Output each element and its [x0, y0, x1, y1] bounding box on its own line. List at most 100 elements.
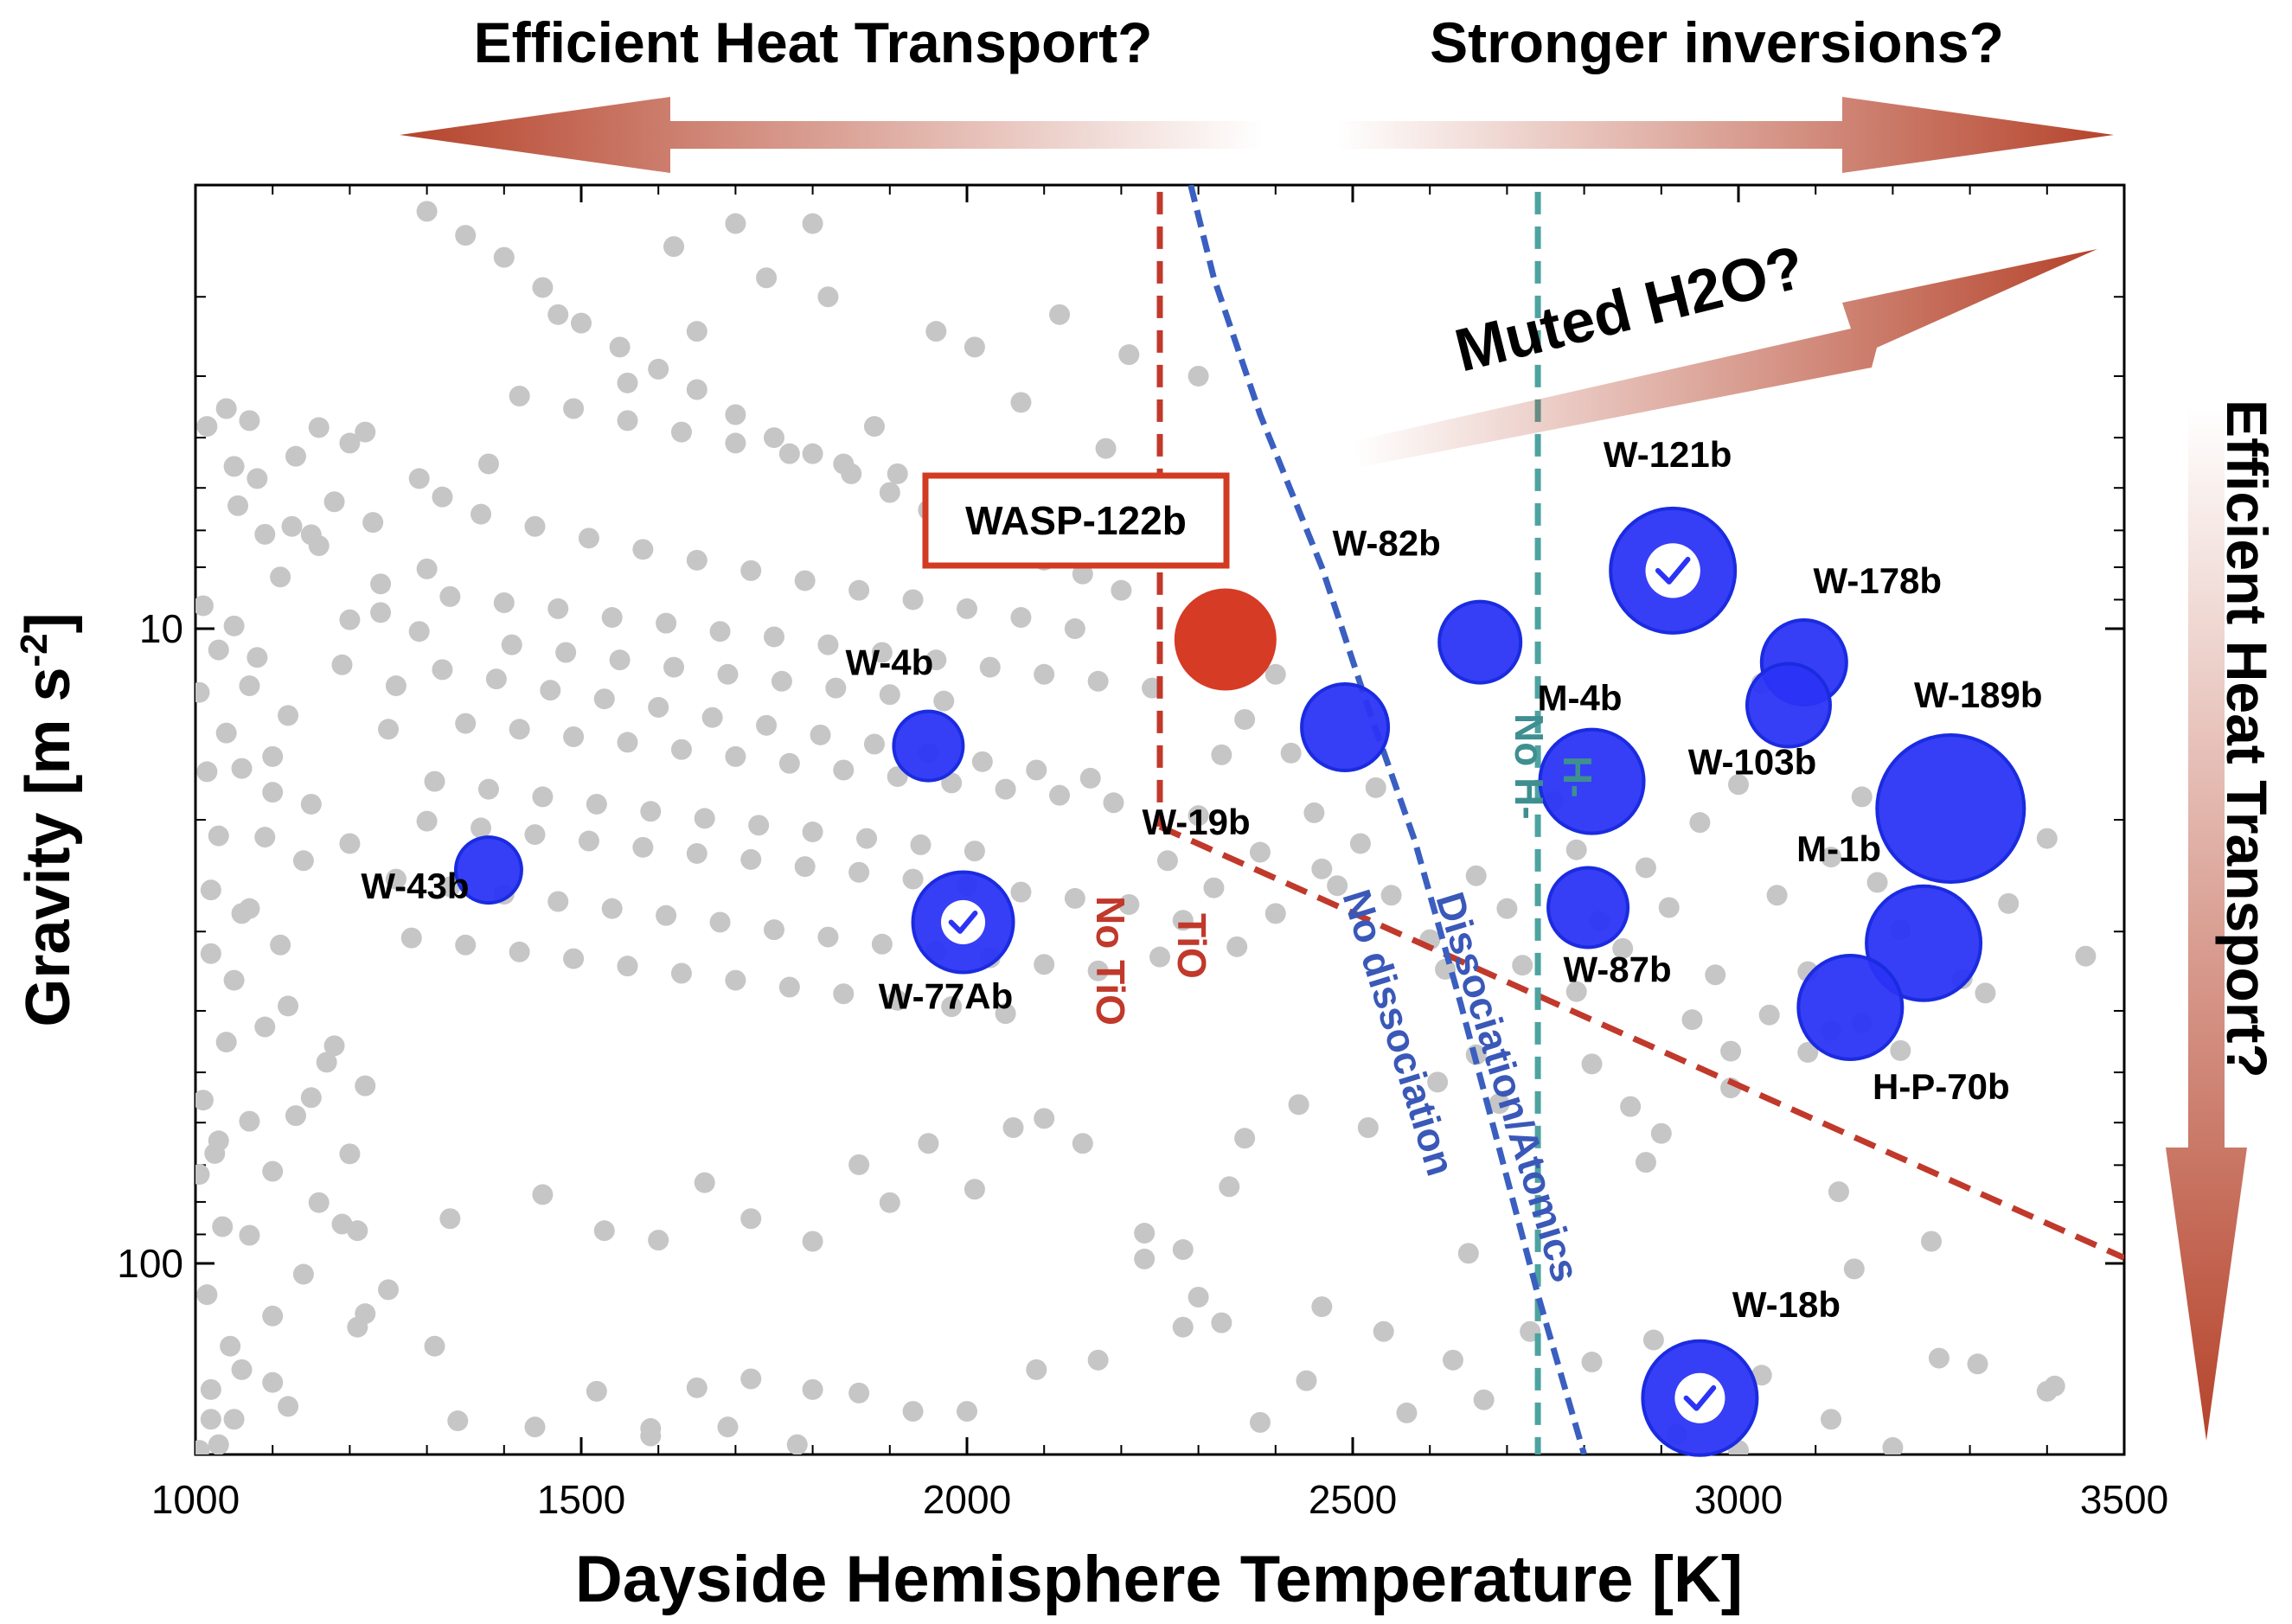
background-planet-point	[1642, 1329, 1664, 1351]
background-planet-point	[1380, 885, 1402, 906]
background-planet-point	[477, 453, 499, 475]
background-planet-point	[378, 1279, 399, 1301]
background-planet-point	[925, 321, 947, 342]
background-planet-point	[540, 680, 561, 701]
background-planet-point	[1890, 1039, 1911, 1061]
background-planet-point	[239, 1224, 260, 1246]
background-planet-point	[995, 1003, 1016, 1025]
background-planet-point	[215, 722, 237, 744]
background-planet-point	[239, 410, 260, 432]
background-planet-point	[1650, 1122, 1672, 1144]
background-planet-point	[1828, 1181, 1849, 1203]
background-planet-point	[262, 1371, 284, 1393]
background-planet-point	[477, 778, 499, 800]
background-planet-point	[964, 1179, 985, 1200]
background-planet-point	[223, 969, 245, 991]
background-planet-point	[1681, 1009, 1703, 1031]
background-planet-point	[524, 1416, 546, 1438]
background-planet-point	[863, 733, 885, 755]
background-planet-point	[1149, 946, 1170, 968]
background-planet-point	[1280, 742, 1302, 764]
background-planet-point	[1565, 981, 1587, 1002]
background-planet-point	[196, 1284, 218, 1306]
background-planet-point	[902, 589, 924, 611]
background-planet-point	[501, 634, 522, 655]
background-planet-point	[879, 482, 900, 503]
background-planet-point	[964, 841, 985, 862]
background-planet-point	[918, 1133, 939, 1154]
background-planet-point	[1565, 839, 1587, 860]
background-planet-point	[2075, 945, 2097, 967]
background-planet-point	[848, 1154, 870, 1175]
top-arrow-right	[1336, 97, 2114, 173]
background-planet-point	[609, 336, 631, 358]
background-planet-point	[292, 850, 314, 872]
x-tick-label: 3500	[2080, 1477, 2168, 1522]
background-planet-point	[1327, 875, 1348, 897]
background-planet-point	[281, 515, 303, 537]
background-planet-point	[196, 416, 218, 438]
background-planet-point	[1111, 579, 1132, 601]
planet-label: M-1b	[1796, 828, 1881, 869]
background-planet-point	[656, 905, 677, 926]
background-planet-point	[439, 1208, 461, 1230]
y-axis-label-sup: -2	[13, 633, 55, 667]
background-planet-point	[717, 1416, 739, 1438]
background-planet-point	[1396, 1402, 1418, 1423]
background-planet-point	[308, 1192, 330, 1213]
background-planet-point	[262, 745, 284, 767]
planet-marker	[1745, 662, 1832, 749]
background-planet-point	[200, 1378, 221, 1400]
background-planet-point	[1758, 1004, 1780, 1026]
background-planet-point	[802, 1231, 823, 1252]
check-icon	[948, 911, 978, 934]
background-planet-point	[1612, 937, 1634, 959]
background-planet-point	[640, 1425, 662, 1447]
background-planet-point	[957, 598, 977, 619]
background-planet-point	[756, 267, 778, 289]
planet-marker	[1865, 884, 1983, 1002]
background-planet-point	[254, 523, 276, 545]
background-planet-point	[617, 956, 638, 977]
background-planet-point	[1064, 618, 1085, 640]
background-planet-point	[640, 801, 662, 822]
background-planet-point	[740, 1208, 762, 1230]
y-axis-label: Gravity [m s-2]	[13, 612, 83, 1026]
background-planet-point	[1689, 812, 1711, 834]
planet-label: W-77Ab	[879, 975, 1014, 1016]
background-planet-point	[825, 677, 847, 699]
checkmark-badge	[941, 899, 986, 944]
background-planet-point	[547, 891, 569, 912]
background-planet-point	[802, 213, 823, 234]
background-planet-point	[1156, 850, 1178, 872]
background-planet-point	[817, 286, 839, 308]
background-planet-point	[1311, 1296, 1333, 1318]
background-planet-point	[1211, 744, 1232, 765]
planet-label: M-4b	[1538, 678, 1623, 719]
background-planet-point	[547, 598, 569, 619]
check-icon	[1683, 1384, 1717, 1411]
background-planet-point	[278, 995, 299, 1017]
background-planet-point	[887, 463, 908, 484]
planet-marker	[1538, 727, 1646, 835]
background-planet-point	[670, 421, 692, 443]
background-planet-point	[802, 822, 823, 843]
background-planet-point	[1064, 887, 1085, 909]
planet-label: W-87b	[1563, 949, 1671, 990]
background-planet-point	[887, 989, 908, 1011]
background-planet-point	[424, 770, 445, 792]
background-planet-point	[455, 713, 477, 734]
background-planet-point	[316, 1052, 337, 1073]
background-planet-point	[632, 539, 654, 560]
background-planet-point	[856, 828, 878, 849]
background-planet-point	[617, 732, 638, 753]
background-planet-point	[1581, 1053, 1603, 1075]
background-planet-point	[648, 358, 669, 380]
background-planet-point	[195, 595, 214, 617]
background-planet-point	[200, 1409, 221, 1430]
background-planet-point	[1118, 344, 1140, 366]
background-planet-point	[563, 398, 585, 419]
background-planet-point	[200, 879, 221, 901]
background-planet-point	[1635, 1152, 1656, 1173]
